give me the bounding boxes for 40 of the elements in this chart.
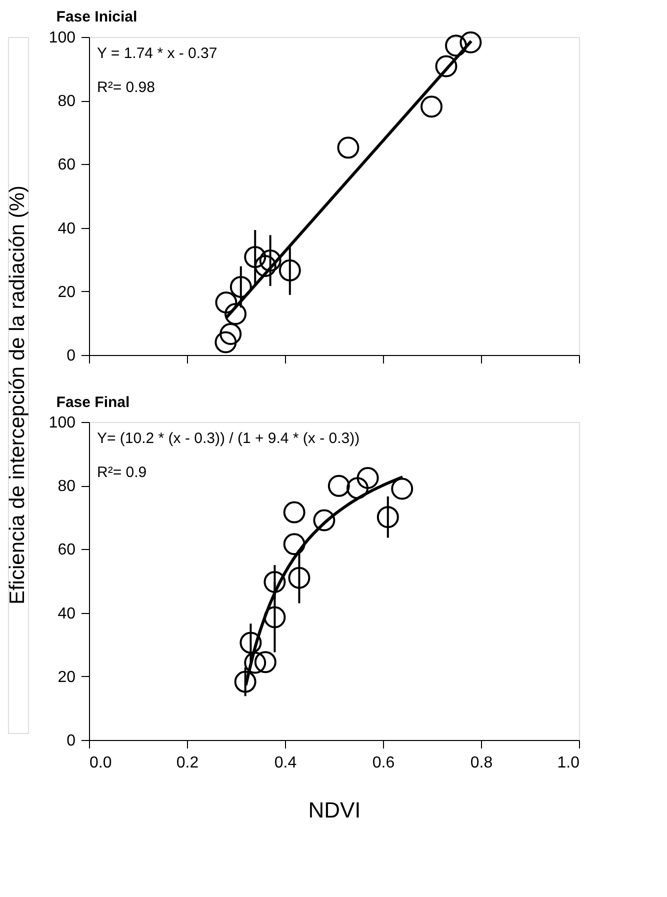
point (224, 303, 247, 325)
chart-title: Fase Inicial (56, 8, 138, 26)
point (435, 55, 458, 78)
y-tick-label: 0 (66, 348, 76, 364)
annotation: Y = 1.74 * x - 0.37 (97, 45, 218, 62)
point (230, 276, 252, 298)
point (445, 34, 468, 57)
point (215, 292, 238, 314)
y-tick-label: 100 (48, 30, 76, 46)
y-tick-label: 80 (58, 93, 76, 110)
point (278, 259, 301, 282)
y-tick-label: 60 (58, 156, 76, 174)
annotation: Y= (10.2 * (x - 0.3)) / (1 + 9.4 * (x - 0.3)) (97, 430, 360, 447)
point (259, 250, 282, 272)
x-axis-title: NDVI (308, 798, 361, 822)
x-tick-label: 0.0 (90, 754, 112, 772)
point (254, 254, 276, 277)
y-tick-label: 100 (48, 414, 76, 432)
annotation: R²= 0.98 (97, 79, 155, 96)
y-tick-label: 60 (58, 542, 76, 559)
point (214, 331, 237, 354)
point (220, 323, 242, 345)
y-tick-label: 20 (58, 668, 76, 686)
annotation: R²= 0.9 (97, 464, 147, 481)
y-tick-label: 40 (58, 605, 76, 622)
x-tick-label: 0.4 (274, 754, 297, 772)
point (337, 136, 360, 159)
x-tick-label: 1.0 (557, 754, 580, 772)
chart-title: Fase Final (56, 394, 130, 411)
y-tick-label: 80 (58, 478, 76, 496)
x-tick-label: 0.2 (176, 754, 199, 772)
x-tick-label: 0.8 (470, 754, 493, 772)
y-tick-label: 0 (66, 732, 76, 750)
point (420, 96, 443, 118)
point (460, 31, 482, 54)
y-tick-label: 40 (58, 220, 76, 238)
x-tick-label: 0.6 (372, 754, 395, 772)
y-tick-label: 20 (58, 284, 76, 301)
point (244, 246, 266, 268)
y-axis-title: Eficiencia de intercepción de la radiación (%) (6, 185, 29, 605)
